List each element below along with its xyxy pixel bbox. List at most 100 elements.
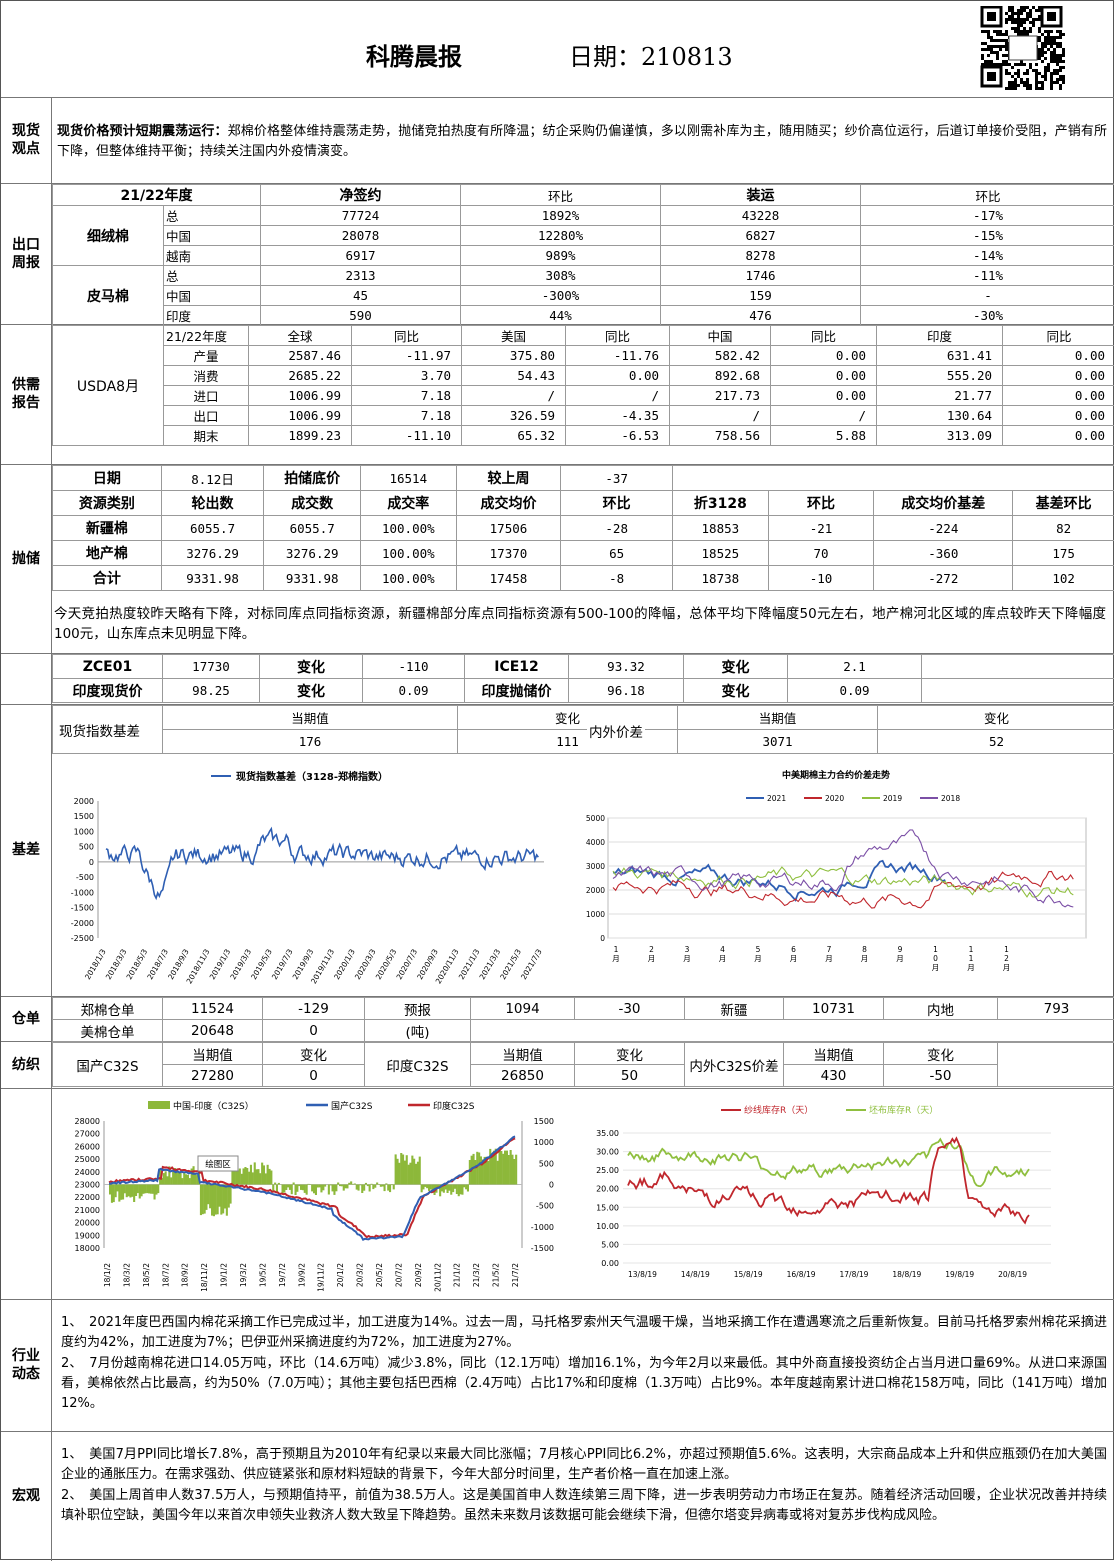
usda-cell: 326.59 (462, 406, 566, 426)
qr-module (1059, 75, 1062, 78)
usda-cell: / (771, 406, 877, 426)
diff-bar (261, 1163, 263, 1185)
qr-module (1026, 78, 1029, 81)
usda-cell: 555.20 (877, 366, 1003, 386)
section-supply: 供需 报告 (1, 324, 51, 464)
qr-module (1032, 6, 1035, 9)
diff-bar (406, 1155, 408, 1184)
usda-cell: 892.68 (670, 366, 771, 386)
qr-module (1023, 72, 1026, 75)
usda-header: 同比 (1003, 326, 1114, 346)
qr-module (987, 45, 990, 48)
usda-cell: -4.35 (566, 406, 670, 426)
diff-bar (389, 1185, 391, 1193)
x-tick-label: 4 (720, 945, 725, 954)
diff-bar (295, 1185, 297, 1196)
qr-module (996, 54, 999, 57)
diff-bar (209, 1185, 211, 1209)
legend-label: 坯布库存R（天） (869, 1104, 938, 1116)
qr-module (1002, 60, 1005, 63)
diff-bar (317, 1185, 319, 1188)
y-tick-label: 0 (600, 934, 605, 943)
section-export-text: 出口 周报 (12, 236, 40, 272)
futures-label: ICE12 (465, 655, 569, 679)
diff-bar (122, 1185, 124, 1200)
qr-module (1050, 54, 1053, 57)
y-tick-label: -2000 (71, 919, 94, 928)
qr-module (1053, 57, 1056, 60)
qr-module (1053, 36, 1056, 39)
diff-bar (474, 1160, 476, 1185)
qr-finder (1047, 12, 1056, 21)
warehouse-cell: 郑棉仓单 (53, 998, 163, 1020)
auction-cell: 17458 (456, 566, 561, 591)
diff-bar (332, 1185, 334, 1192)
diff-bar (235, 1170, 237, 1185)
futures-label: 变化 (684, 679, 788, 703)
diff-bar (350, 1181, 352, 1184)
qr-module (1020, 12, 1023, 15)
qr-module (981, 30, 984, 33)
y-right-tick-label: -1500 (531, 1244, 554, 1253)
x-tick-label: 1 (933, 945, 938, 954)
diff-bar (365, 1183, 367, 1185)
usda-row-label: 出口 (164, 406, 249, 426)
qr-module (1056, 30, 1059, 33)
usda-cell: / (670, 406, 771, 426)
qr-module (1029, 21, 1032, 24)
diff-bar (463, 1185, 465, 1188)
textile-value: 27280 (163, 1065, 263, 1087)
qr-module (1062, 54, 1065, 57)
auction-date: 8.12日 (161, 466, 264, 491)
textile-header: 变化 (884, 1043, 998, 1065)
y-tick-label: 5000 (586, 814, 605, 823)
x-tick-label: 20/3/2 (356, 1263, 365, 1287)
qr-module (1005, 72, 1008, 75)
diff-bar (207, 1185, 209, 1205)
qr-module (1035, 81, 1038, 84)
diff-bar (510, 1150, 512, 1185)
diff-bar (144, 1185, 146, 1194)
export-cell: -11% (861, 266, 1114, 286)
section-spot: 现货 观点 (1, 97, 51, 183)
qr-module (1062, 48, 1065, 51)
qr-module (1020, 9, 1023, 12)
qr-module (1059, 78, 1062, 81)
qr-module (990, 48, 993, 51)
qr-module (1059, 84, 1062, 87)
y-left-tick-label: 22000 (75, 1193, 100, 1202)
qr-module (999, 30, 1002, 33)
qr-module (1011, 75, 1014, 78)
qr-module (1044, 66, 1047, 69)
y-tick-label: 5.00 (601, 1240, 619, 1249)
y-tick-label: 2000 (586, 886, 605, 895)
diff-bar (465, 1185, 467, 1190)
legend-label: 中国-印度（C32S） (173, 1100, 254, 1112)
x-tick-label: 14/8/19 (681, 1270, 710, 1279)
export-cell: 308% (461, 266, 661, 286)
y-tick-label: 2000 (74, 797, 94, 806)
export-region: 中国 (164, 226, 261, 246)
x-tick-label: 月 (967, 963, 975, 972)
x-tick-label: 3 (685, 945, 690, 954)
qr-module (1050, 51, 1053, 54)
diff-bar (499, 1149, 501, 1184)
qr-module (1020, 63, 1023, 66)
diff-bar (422, 1185, 424, 1190)
qr-module (1038, 87, 1041, 90)
qr-module (1056, 54, 1059, 57)
auction-header: 资源类别 (53, 491, 162, 516)
textile-value: 50 (575, 1065, 685, 1087)
legend-label: 2019 (883, 794, 902, 803)
diff-bar (345, 1185, 347, 1189)
qr-module (1041, 51, 1044, 54)
qr-module (1020, 18, 1023, 21)
auction-base: 16514 (361, 466, 457, 491)
usda-cell: 1006.99 (249, 406, 352, 426)
usda-cell: 0.00 (1003, 346, 1114, 366)
auction-header: 环比 (768, 491, 874, 516)
qr-module (1059, 45, 1062, 48)
auction-header: 折3128 (673, 491, 769, 516)
diff-bar (309, 1185, 311, 1186)
